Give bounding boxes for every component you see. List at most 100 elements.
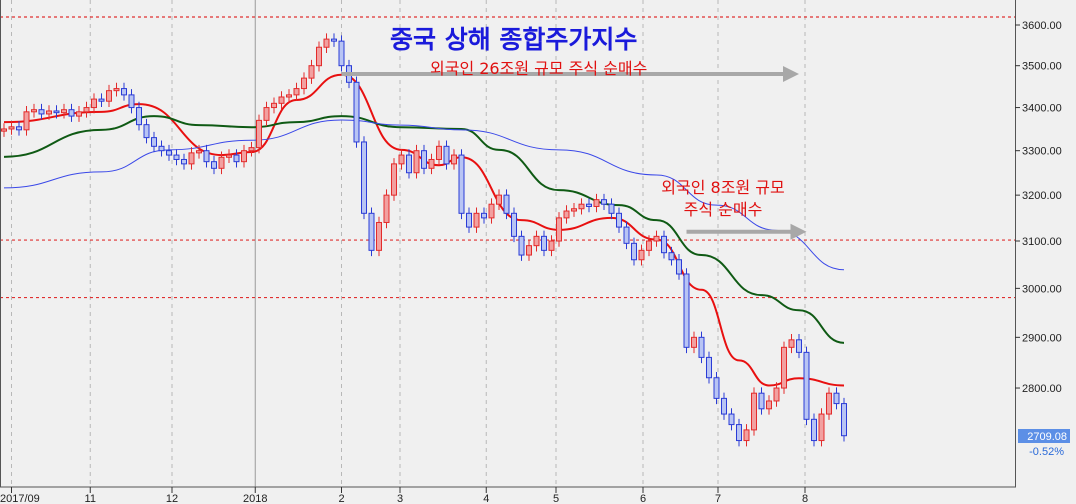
candle-body [368, 212, 375, 251]
up-candle [451, 149, 457, 170]
candle-body [646, 240, 652, 251]
candle-body [458, 154, 465, 214]
candle-body [308, 65, 315, 79]
annotation-2-line-1: 외국인 8조원 규모 [661, 178, 784, 197]
candle-body [226, 154, 232, 158]
up-candle [571, 202, 577, 217]
y-tick-label: 3100.00 [1022, 236, 1062, 248]
x-tick-label: 8 [802, 493, 808, 504]
candle-body [638, 249, 645, 261]
x-tick-label: 12 [166, 493, 178, 504]
down-candle [158, 140, 165, 157]
candle-body [826, 392, 832, 415]
candle-body [526, 245, 532, 256]
up-candle [751, 387, 757, 436]
candle-body [518, 235, 525, 256]
gridlines [11, 0, 806, 487]
candle-body [121, 88, 127, 96]
up-candle [218, 151, 225, 175]
x-tick-label: 6 [640, 493, 646, 504]
candle-body [391, 163, 397, 196]
up-candle [548, 235, 555, 257]
up-candle [316, 41, 322, 72]
candle-body [76, 111, 82, 117]
up-candle [653, 230, 660, 247]
candle-body [8, 126, 15, 130]
candle-body [653, 235, 660, 242]
candle-body [256, 119, 262, 149]
up-candle [271, 97, 277, 114]
candle-body [113, 88, 120, 92]
candle-body [1, 128, 7, 132]
up-candle [398, 149, 405, 170]
up-candle [91, 93, 97, 114]
down-candle [811, 413, 817, 447]
candle-body [233, 154, 240, 163]
candle-body [91, 98, 97, 109]
up-candle [61, 103, 67, 119]
down-candle [211, 155, 217, 175]
up-candle [196, 144, 202, 159]
candle-body [841, 403, 847, 437]
candle-body [61, 109, 67, 114]
down-candle [406, 149, 412, 179]
down-candle [53, 105, 60, 119]
down-candle [841, 397, 847, 442]
up-candle [593, 193, 600, 213]
last-price-label: 2709.08 [1027, 431, 1067, 443]
candle-body [788, 339, 795, 348]
candle-body [278, 96, 285, 104]
up-candle [308, 59, 315, 84]
x-tick-label: 2018 [243, 493, 267, 504]
candle-body [181, 158, 187, 165]
up-candle [8, 121, 15, 135]
candle-body [173, 154, 180, 160]
candle-body [473, 212, 480, 228]
candle-body [743, 429, 750, 442]
up-candle [323, 33, 330, 54]
annotation-1: 외국인 26조원 규모 주식 순매수 [430, 59, 647, 78]
candle-body [766, 400, 772, 410]
down-candle [758, 387, 765, 415]
candle-body [428, 158, 435, 169]
candle-body [383, 194, 390, 223]
up-candle [533, 230, 540, 252]
down-candle [511, 207, 517, 243]
down-candle [481, 207, 487, 224]
candle-body [751, 392, 757, 431]
candle-body [286, 94, 292, 98]
up-candle [256, 114, 262, 154]
up-candle [563, 205, 570, 224]
down-candle [121, 82, 127, 101]
candle-body [773, 387, 780, 402]
candle-body [451, 154, 457, 165]
y-tick-label: 3300.00 [1022, 146, 1062, 158]
price-tag [1018, 429, 1070, 443]
up-candle [413, 144, 420, 179]
candle-body [541, 235, 547, 251]
down-candle [353, 76, 360, 148]
down-candle [623, 221, 630, 250]
plot-frame [0, 0, 1016, 488]
up-candle [278, 91, 285, 110]
candle-body [833, 392, 840, 405]
candle-body [668, 252, 675, 261]
down-candle [151, 131, 157, 153]
candle-body [631, 242, 637, 261]
up-candle [391, 158, 397, 201]
up-candle [766, 395, 772, 415]
candle-body [548, 240, 555, 251]
x-tick-label: 4 [483, 493, 489, 504]
candle-body [293, 88, 300, 96]
down-candle [38, 103, 45, 120]
down-candle [68, 103, 75, 122]
down-candle [361, 136, 367, 220]
candle-body [196, 150, 202, 154]
candle-body [323, 38, 330, 48]
y-tick-label: 3000.00 [1022, 283, 1062, 295]
candle-body [811, 418, 817, 442]
down-candle [421, 144, 427, 175]
down-candle [661, 230, 667, 259]
candle-body [436, 145, 442, 160]
chart-title: 중국 상해 종합주가지수 [390, 25, 637, 54]
